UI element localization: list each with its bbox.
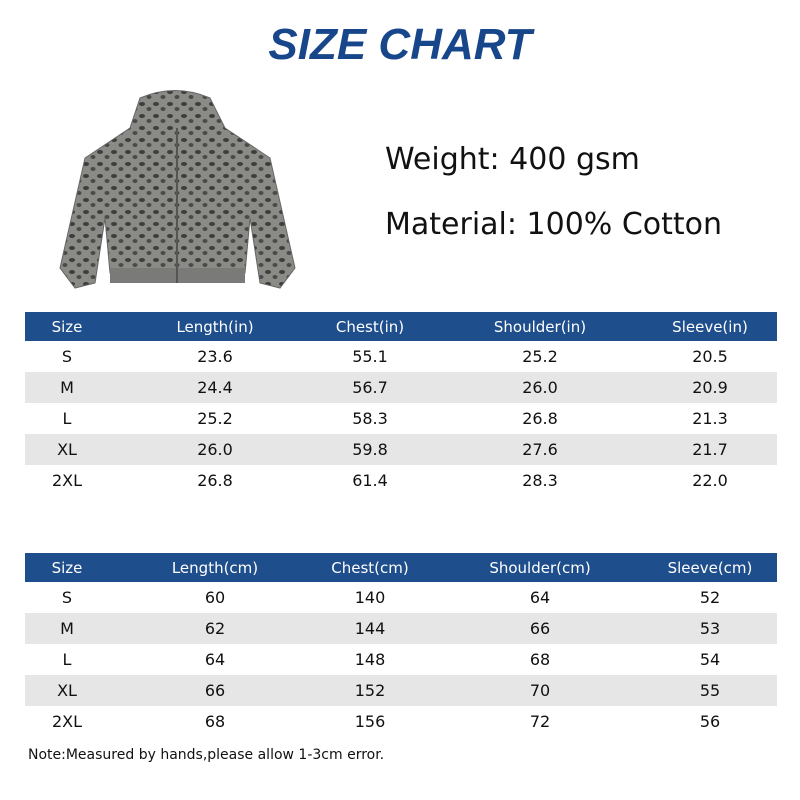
- table-row: M 24.4 56.7 26.0 20.9: [25, 372, 777, 403]
- table-cell: 24.4: [197, 378, 233, 397]
- table-cell: 66: [529, 619, 551, 638]
- table-cell: 56.7: [352, 378, 388, 397]
- table-row: S 23.6 55.1 25.2 20.5: [25, 341, 777, 372]
- column-header: Size: [51, 558, 83, 577]
- table-cell: M: [60, 378, 74, 397]
- column-header: Size: [51, 317, 83, 336]
- column-header: Length(in): [176, 317, 254, 336]
- table-cell: 140: [354, 588, 386, 607]
- table-cell: 27.6: [522, 440, 558, 459]
- material: Material: 100% Cotton: [385, 207, 723, 242]
- column-header: Sleeve(cm): [667, 558, 753, 577]
- table-cell: 54: [699, 650, 721, 669]
- table-cell: 56: [699, 712, 721, 731]
- table-cell: 156: [354, 712, 386, 731]
- table-cell: S: [61, 588, 73, 607]
- table-cell: M: [60, 619, 74, 638]
- table-cell: 26.8: [522, 409, 558, 428]
- table-cell: 61.4: [352, 471, 388, 490]
- weight: Weight: 400 gsm: [385, 142, 640, 177]
- size-table-cm: Size Length(cm) Chest(cm) Shoulder(cm) Sleev…: [25, 553, 777, 741]
- table-cell: 26.0: [522, 378, 558, 397]
- table-cell: 59.8: [352, 440, 388, 459]
- table-row: XL 66 152 70 55: [25, 675, 777, 706]
- table-cell: 21.7: [692, 440, 728, 459]
- table-cell: 64: [529, 588, 551, 607]
- table-cell: 28.3: [522, 471, 558, 490]
- table-cell: XL: [57, 681, 77, 700]
- table-header: Size Length(in) Chest(in) Shoulder(in) Sleev…: [25, 312, 777, 343]
- table-header: Size Length(cm) Chest(cm) Shoulder(cm) Sleev…: [25, 553, 777, 584]
- size-table-in: Size Length(in) Chest(in) Shoulder(in) Sleev…: [25, 312, 777, 500]
- column-header: Shoulder(in): [493, 317, 587, 336]
- table-cell: 152: [354, 681, 386, 700]
- table-cell: 55.1: [352, 347, 388, 366]
- table-cell: 25.2: [197, 409, 233, 428]
- table-cell: 144: [354, 619, 386, 638]
- table-row: M 62 144 66 53: [25, 613, 777, 644]
- column-header: Chest(cm): [331, 558, 409, 577]
- column-header: Shoulder(cm): [489, 558, 591, 577]
- table-cell: 58.3: [352, 409, 388, 428]
- table-row: 2XL 68 156 72 56: [25, 706, 777, 737]
- table-cell: 2XL: [51, 712, 83, 731]
- column-header: Length(cm): [171, 558, 259, 577]
- table-cell: L: [62, 409, 72, 428]
- table-cell: 22.0: [692, 471, 728, 490]
- table-cell: 60: [204, 588, 226, 607]
- column-header: Chest(in): [335, 317, 405, 336]
- product-image: [59, 90, 296, 289]
- table-cell: 20.5: [692, 347, 728, 366]
- table-cell: 55: [699, 681, 721, 700]
- table-row: XL 26.0 59.8 27.6 21.7: [25, 434, 777, 465]
- note: Note:Measured by hands,please allow 1-3c…: [28, 747, 385, 763]
- table-row: L 25.2 58.3 26.8 21.3: [25, 403, 777, 434]
- table-cell: 26.0: [197, 440, 233, 459]
- table-cell: 68: [204, 712, 226, 731]
- table-row: L 64 148 68 54: [25, 644, 777, 675]
- table-cell: S: [61, 347, 73, 366]
- table-cell: 72: [529, 712, 551, 731]
- table-cell: 62: [204, 619, 226, 638]
- table-cell: L: [62, 650, 72, 669]
- table-cell: 2XL: [51, 471, 83, 490]
- table-cell: 23.6: [197, 347, 233, 366]
- table-cell: 53: [699, 619, 721, 638]
- table-cell: 52: [699, 588, 721, 607]
- table-row: 2XL 26.8 61.4 28.3 22.0: [25, 465, 777, 496]
- table-cell: 70: [529, 681, 551, 700]
- title: SIZE CHART: [268, 20, 532, 69]
- table-cell: 148: [354, 650, 386, 669]
- table-cell: 20.9: [692, 378, 728, 397]
- table-cell: 66: [204, 681, 226, 700]
- table-cell: 68: [529, 650, 551, 669]
- column-header: Sleeve(in): [672, 317, 748, 336]
- table-row: S 60 140 64 52: [25, 582, 777, 613]
- table-cell: 25.2: [522, 347, 558, 366]
- table-cell: XL: [57, 440, 77, 459]
- table-cell: 64: [204, 650, 226, 669]
- table-cell: 26.8: [197, 471, 233, 490]
- table-cell: 21.3: [692, 409, 728, 428]
